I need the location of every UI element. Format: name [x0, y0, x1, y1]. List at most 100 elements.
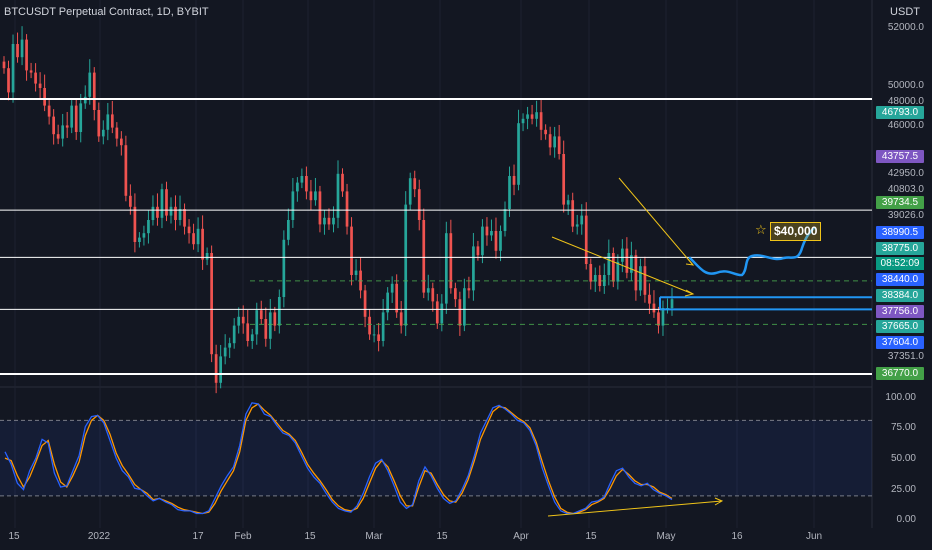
candle-body [151, 206, 155, 220]
price-axis-label: 46000.0 [887, 120, 924, 131]
candle-body [133, 206, 137, 242]
price-level-tag: 38990.5 [876, 226, 924, 239]
candle-body [440, 303, 444, 324]
candle-body [363, 290, 367, 317]
candle-body [70, 105, 74, 128]
candle-body [530, 114, 534, 119]
candle-body [408, 178, 412, 205]
candle-body [643, 266, 647, 295]
price-axis-label: 42950.0 [887, 168, 924, 179]
candle-body [571, 200, 575, 227]
candle-body [61, 125, 65, 139]
candle-body [453, 288, 457, 300]
price-axis-label: 39026.0 [887, 210, 924, 221]
candle-body [634, 255, 638, 291]
candle-body [449, 233, 453, 289]
candle-body [332, 217, 335, 225]
candle-body [345, 191, 349, 227]
time-axis-label: 15 [436, 531, 448, 542]
candle-body [88, 72, 92, 97]
candle-body [476, 246, 480, 256]
price-axis-label: 40803.0 [887, 184, 924, 195]
candle-body [187, 226, 191, 234]
candle-body [630, 255, 633, 273]
candle-body [138, 237, 141, 242]
candle-body [323, 217, 326, 225]
candle-body [83, 96, 87, 104]
candle-body [169, 206, 173, 216]
candle-body [390, 283, 394, 293]
candle-body [192, 233, 195, 245]
price-level-tag: 38384.0 [876, 289, 924, 302]
candle-body [499, 231, 502, 251]
candle-body [512, 176, 516, 185]
price-axis-label: 50000.0 [887, 80, 924, 91]
candle-body [521, 118, 525, 124]
candle-body [106, 114, 110, 130]
price-level-tag: 36770.0 [876, 367, 924, 380]
candle-body [38, 83, 42, 88]
time-axis-label: Apr [513, 531, 529, 542]
candle-body [147, 220, 150, 234]
candle-body [255, 310, 259, 335]
price-level-tag: 38440.0 [876, 273, 924, 286]
price-target-annotation[interactable]: $40,000 [770, 222, 822, 241]
candles-layer [2, 26, 674, 394]
candle-body [237, 316, 241, 326]
candle-body [7, 68, 10, 93]
candle-body [422, 220, 426, 293]
candle-body [404, 204, 408, 326]
time-axis-label: 16 [731, 531, 743, 542]
candle-body [178, 209, 182, 220]
stochastic-axis-label: 100.00 [885, 392, 916, 403]
candle-body [65, 125, 69, 128]
candle-body [101, 129, 105, 137]
time-axis-label: 2022 [87, 531, 111, 542]
time-axis-label: Feb [234, 531, 252, 542]
candle-body [214, 354, 218, 383]
candle-body [625, 248, 629, 273]
candle-body [282, 239, 286, 297]
candle-body [228, 343, 232, 348]
candle-body [241, 316, 245, 324]
stochastic-axis-label: 25.00 [890, 484, 916, 495]
candle-body [354, 270, 358, 275]
candle-body [232, 325, 236, 344]
candle-body [377, 334, 380, 341]
candle-body [25, 39, 28, 71]
candle-body [201, 228, 204, 260]
price-level-tag: 46793.0 [876, 106, 924, 119]
price-level-tag: 39734.5 [876, 196, 924, 209]
candle-body [616, 261, 620, 282]
candle-body [481, 226, 484, 256]
time-axis-label: Mar [365, 531, 383, 542]
candle-body [309, 191, 313, 201]
candle-body [372, 334, 376, 336]
candle-body [386, 292, 390, 313]
price-level-tag: 43757.5 [876, 150, 924, 163]
bar-countdown: 08:52:09 [876, 257, 924, 270]
price-level-tag: 37756.0 [876, 305, 924, 318]
candle-body [165, 189, 168, 216]
candle-body [56, 134, 60, 139]
time-axis-label: 15 [304, 531, 316, 542]
candle-body [174, 206, 177, 220]
time-axis-label: May [656, 531, 676, 542]
candle-body [553, 136, 557, 148]
candle-body [575, 224, 579, 227]
chart-title: BTCUSDT Perpetual Contract, 1D, BYBIT [4, 6, 209, 18]
projection-path [688, 226, 816, 277]
candle-body [318, 191, 322, 225]
candle-body [300, 176, 304, 183]
stochastic-divergence-line [547, 500, 723, 517]
candle-body [566, 200, 570, 205]
candle-body [264, 319, 268, 339]
price-axis-label: 48000.0 [887, 96, 924, 107]
candle-body [327, 217, 331, 225]
candle-body [29, 70, 33, 73]
candle-body [286, 220, 290, 240]
candle-body [92, 72, 96, 110]
stochastic-layer [0, 402, 872, 517]
